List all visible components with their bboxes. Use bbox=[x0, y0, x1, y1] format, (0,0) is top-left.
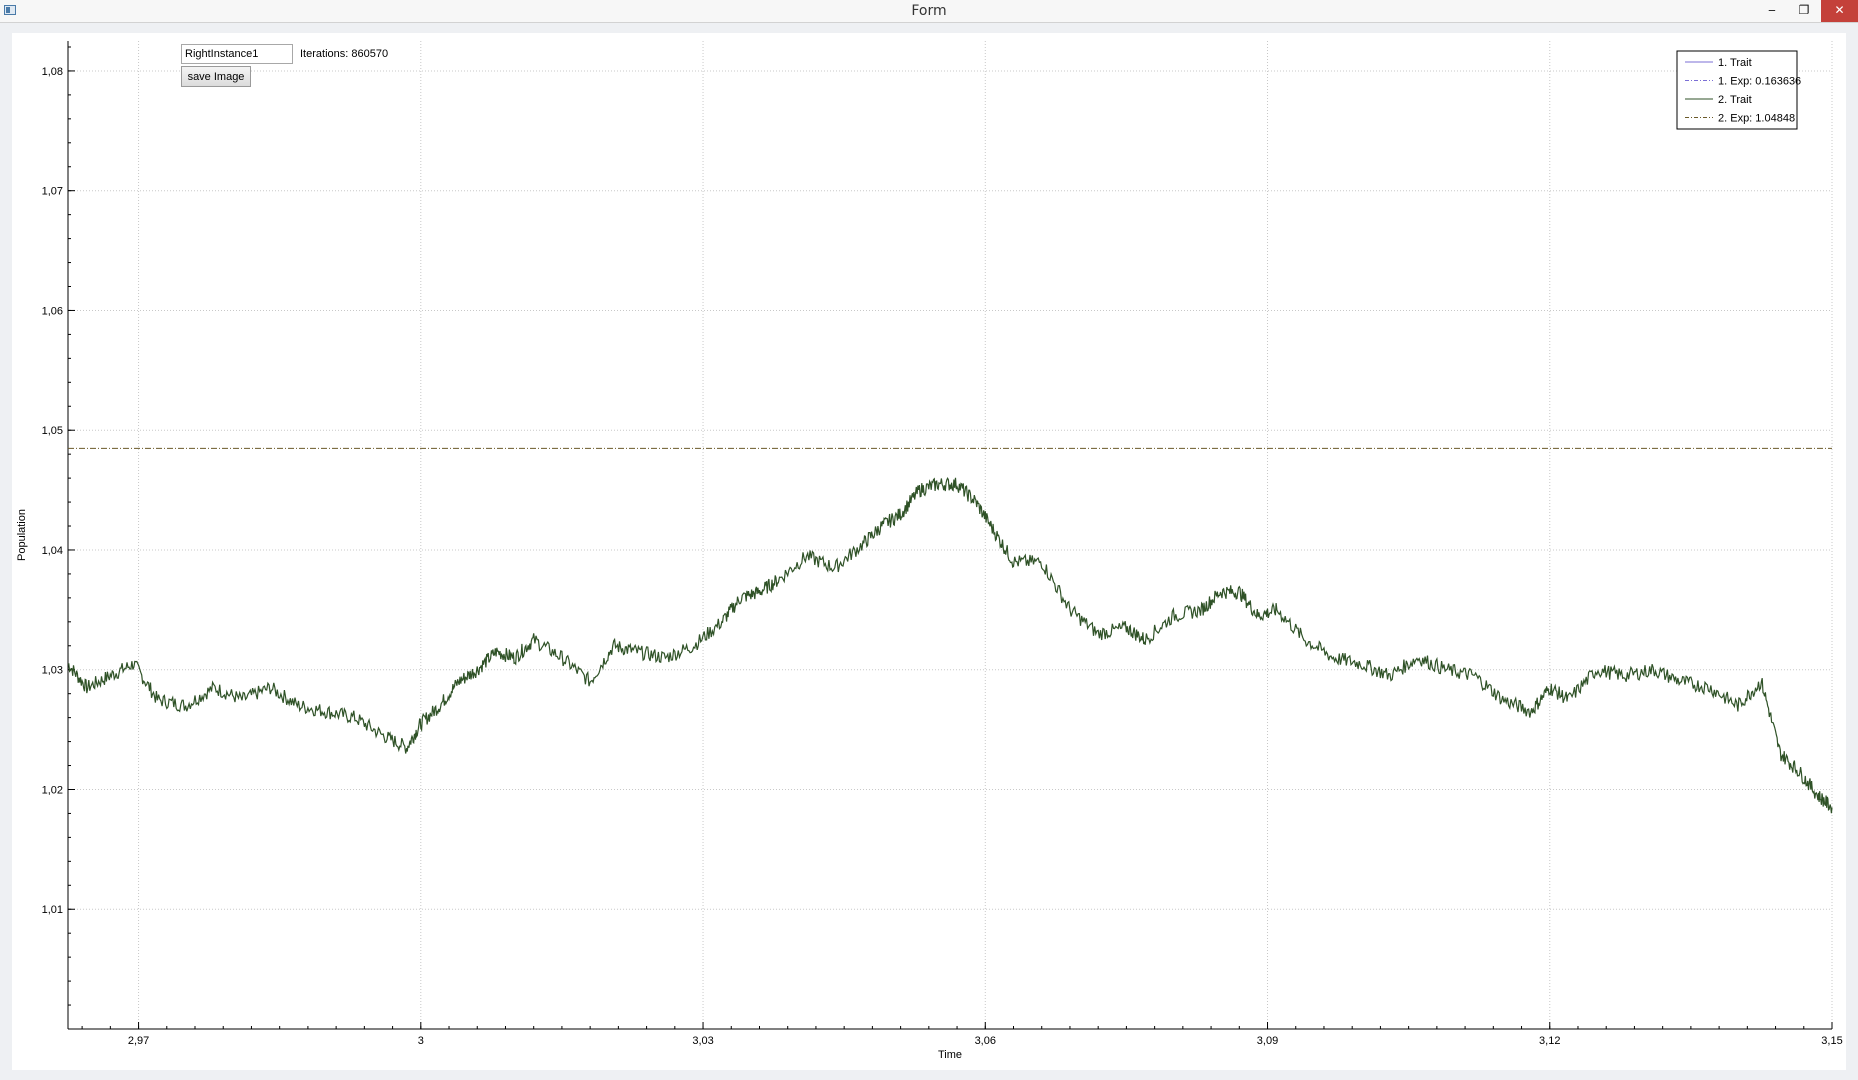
legend-label: 2. Trait bbox=[1718, 94, 1752, 106]
plot-panel: 2,97 3 3,03 3,06 3,09 3,12 3,15 1,01 1,02 1,03 1,0… bbox=[12, 33, 1846, 1070]
x-tick-label: 3,09 bbox=[1257, 1035, 1278, 1047]
legend-box bbox=[1676, 50, 1798, 130]
y-tick-label: 1,08 bbox=[42, 66, 63, 78]
x-tick-label: 3,03 bbox=[692, 1035, 713, 1047]
chart-grid bbox=[68, 41, 1833, 1029]
y-tick-label: 1,03 bbox=[42, 665, 63, 677]
iterations-value: 860570 bbox=[351, 48, 389, 60]
y-tick-label: 1,02 bbox=[42, 784, 63, 796]
population-chart: 2,97 3 3,03 3,06 3,09 3,12 3,15 1,01 1,02 1,03 1,0… bbox=[16, 41, 1843, 1061]
legend-label: 2. Exp: 1.04848 bbox=[1718, 113, 1795, 125]
y-tick-label: 1,04 bbox=[42, 545, 63, 557]
chart-series bbox=[68, 447, 1833, 814]
x-tick-label: 2,97 bbox=[128, 1035, 149, 1047]
title-bar: Form ‒ ❐ ✕ bbox=[0, 0, 1858, 23]
legend-label: 1. Exp: 0.163636 bbox=[1718, 76, 1801, 88]
chart-legend: 1. Trait 1. Exp: 0.163636 2. Trait 2. Exp: … bbox=[1676, 50, 1801, 130]
iterations-readout: Iterations: 860570 bbox=[300, 48, 388, 60]
window-title: Form bbox=[911, 3, 947, 19]
close-button[interactable]: ✕ bbox=[1821, 0, 1858, 22]
y-tick-label: 1,07 bbox=[42, 186, 63, 198]
y-tick-label: 1,01 bbox=[42, 904, 63, 916]
save-image-button[interactable]: save Image bbox=[181, 66, 251, 87]
app-icon bbox=[4, 5, 16, 15]
minimize-button[interactable]: ‒ bbox=[1768, 3, 1776, 17]
chart-axes: 2,97 3 3,03 3,06 3,09 3,12 3,15 1,01 1,02 1,03 1,0… bbox=[16, 41, 1843, 1061]
y-tick-label: 1,05 bbox=[42, 425, 63, 437]
x-tick-label: 3,15 bbox=[1821, 1035, 1842, 1047]
iterations-label: Iterations: bbox=[300, 48, 349, 60]
y-tick-label: 1,06 bbox=[42, 305, 63, 317]
x-tick-label: 3 bbox=[418, 1035, 424, 1047]
x-tick-label: 3,12 bbox=[1539, 1035, 1560, 1047]
x-axis-title: Time bbox=[938, 1049, 962, 1061]
legend-label: 1. Trait bbox=[1718, 57, 1752, 69]
restore-button[interactable]: ❐ bbox=[1798, 3, 1810, 17]
instance-name-input[interactable] bbox=[181, 44, 293, 64]
trait-2-line bbox=[68, 477, 1833, 814]
x-tick-label: 3,06 bbox=[975, 1035, 996, 1047]
y-axis-title: Population bbox=[16, 509, 28, 561]
